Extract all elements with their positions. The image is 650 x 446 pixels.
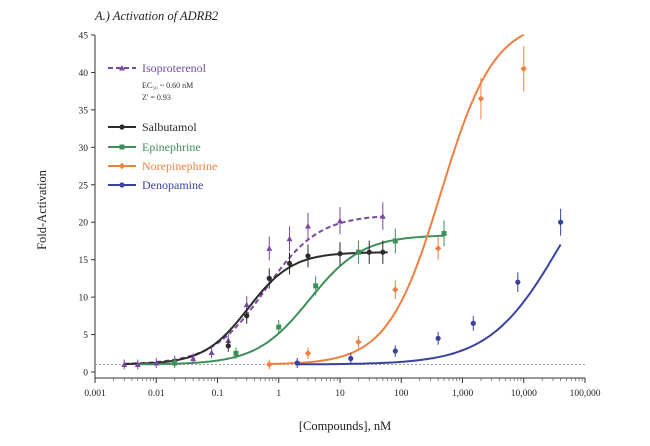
x-tick-label: 10 xyxy=(335,389,345,399)
data-point xyxy=(392,348,398,354)
data-point xyxy=(435,335,441,341)
legend-marker xyxy=(118,162,126,170)
data-point xyxy=(286,235,293,242)
y-tick-label: 45 xyxy=(79,32,89,42)
data-point xyxy=(337,217,343,224)
y-tick-label: 20 xyxy=(79,219,89,229)
data-point xyxy=(470,320,476,326)
data-point xyxy=(434,245,442,252)
data-point xyxy=(304,350,312,357)
data-point xyxy=(172,360,178,366)
data-point xyxy=(441,230,447,236)
data-point xyxy=(134,361,141,368)
data-point xyxy=(355,249,361,255)
data-point xyxy=(477,95,485,102)
data-point xyxy=(355,338,362,346)
data-point xyxy=(243,301,250,308)
legend-label: Norepinephrine xyxy=(142,159,217,173)
x-axis-title: [Compounds], nM xyxy=(299,419,391,433)
y-axis-title: Fold-Activation xyxy=(35,169,49,250)
data-point xyxy=(392,286,399,293)
x-tick-label: 1,000 xyxy=(452,389,474,399)
y-tick-label: 30 xyxy=(79,144,89,154)
y-tick-label: 35 xyxy=(79,106,89,116)
legend-marker xyxy=(119,182,125,188)
data-point xyxy=(208,349,215,356)
legend-label: Isoproterenol xyxy=(142,61,207,75)
legend-label: Denopamine xyxy=(142,178,203,192)
x-tick-label: 100,000 xyxy=(570,389,601,399)
legend-marker xyxy=(119,124,125,130)
data-point xyxy=(286,260,293,267)
data-point xyxy=(313,283,319,289)
data-point xyxy=(366,249,372,255)
fit-curve-isoproterenol xyxy=(124,215,383,365)
x-tick-label: 10,000 xyxy=(511,389,537,399)
data-point xyxy=(266,361,273,368)
fit-curve-norepinephrine xyxy=(269,34,525,365)
legend: Isoproterenol Salbutamol Epinephrine Norepi… xyxy=(108,61,217,192)
legend-label: Epinephrine xyxy=(142,140,201,154)
data-point xyxy=(558,219,564,225)
x-tick-label: 100 xyxy=(394,389,409,399)
data-point xyxy=(225,343,231,349)
data-point xyxy=(266,245,273,251)
y-tick-label: 40 xyxy=(79,69,89,79)
legend-note-ec50: EC₅₀ ~ 0.60 nM xyxy=(142,81,193,90)
x-tick-label: 0.1 xyxy=(212,389,224,399)
y-tick-label: 15 xyxy=(79,256,89,266)
data-point xyxy=(266,275,272,281)
data-point xyxy=(379,213,386,219)
data-point xyxy=(515,279,521,285)
data-point xyxy=(392,238,398,244)
data-point xyxy=(305,253,311,259)
data-point xyxy=(380,249,386,255)
data-point xyxy=(348,355,354,362)
data-point xyxy=(276,324,282,330)
y-tick-label: 0 xyxy=(83,369,88,379)
data-point xyxy=(244,313,250,319)
fit-curve-salbutamol xyxy=(124,251,388,366)
legend-note-z: Z' = 0.93 xyxy=(142,93,171,102)
data-point xyxy=(190,355,197,362)
fit-curve-denopamine xyxy=(297,243,562,366)
x-tick-label: 0.01 xyxy=(148,389,165,399)
legend-label: Salbutamol xyxy=(142,120,197,134)
data-point xyxy=(304,222,311,229)
x-tick-label: 0.001 xyxy=(84,389,106,399)
data-points xyxy=(121,46,564,370)
data-point xyxy=(294,360,300,366)
y-tick-label: 5 xyxy=(83,331,88,341)
legend-marker xyxy=(119,65,125,71)
y-tick-label: 25 xyxy=(79,181,89,191)
legend-marker xyxy=(119,144,125,150)
data-point xyxy=(233,350,239,356)
data-point xyxy=(520,65,527,72)
data-point xyxy=(121,361,128,368)
chart-title: A.) Activation of ADRB2 xyxy=(94,9,218,23)
data-point xyxy=(153,360,160,366)
x-tick-label: 1 xyxy=(276,389,281,399)
data-point xyxy=(337,251,343,257)
y-tick-label: 10 xyxy=(79,294,89,304)
